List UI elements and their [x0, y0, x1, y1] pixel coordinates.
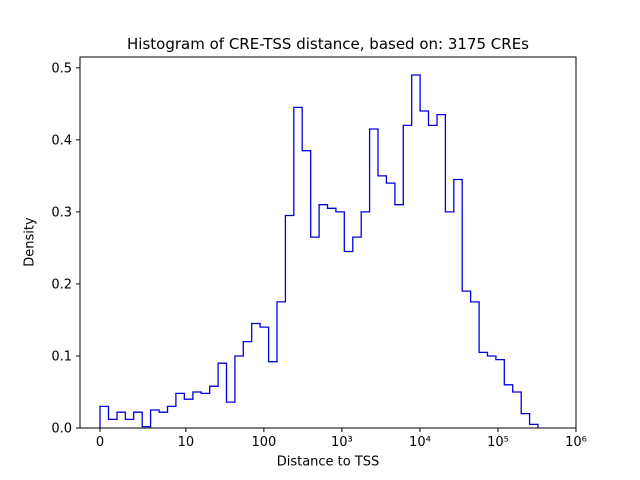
x-tick-label: 10⁵: [487, 435, 509, 450]
plot-frame: [79, 56, 577, 429]
x-tick-label: 10: [178, 435, 195, 450]
y-tick-label: 0.5: [51, 61, 72, 76]
y-tick-label: 0.4: [51, 133, 72, 148]
y-tick-label: 0.0: [51, 422, 72, 437]
x-tick-label: 10³: [331, 435, 353, 450]
x-tick-label: 10⁶: [565, 435, 587, 450]
histogram-step-line: [99, 74, 539, 428]
x-tick-label: 10⁴: [409, 435, 431, 450]
y-tick-label: 0.3: [51, 205, 72, 220]
y-tick-label: 0.2: [51, 277, 72, 292]
y-axis-label: Density: [22, 217, 38, 267]
x-axis-label: Distance to TSS: [276, 454, 380, 470]
chart-title: Histogram of CRE-TSS distance, based on:…: [127, 35, 529, 53]
x-tick-label: 100: [251, 435, 276, 450]
x-tick-label: 0: [96, 435, 104, 450]
y-tick-label: 0.1: [51, 349, 72, 364]
